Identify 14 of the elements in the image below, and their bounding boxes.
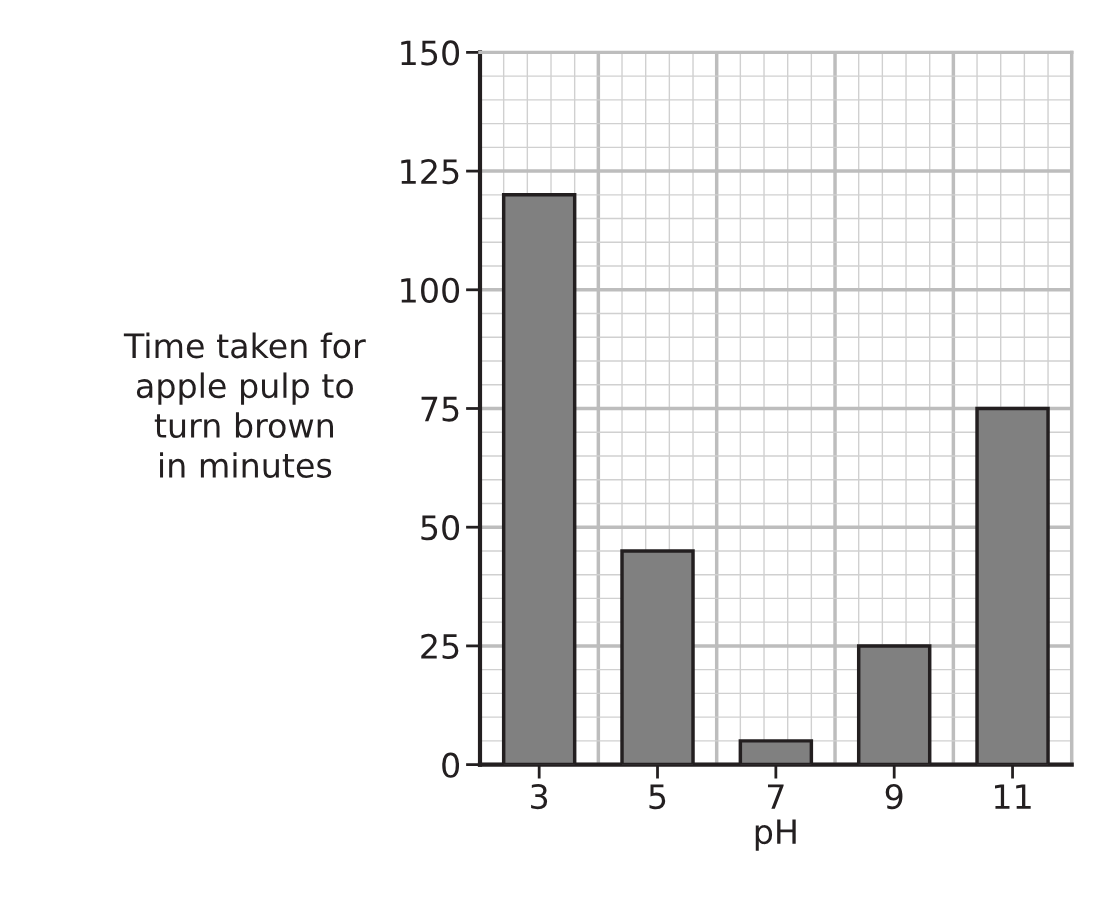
y-tick-label: 75 bbox=[421, 396, 459, 422]
y-tick-label: 50 bbox=[421, 515, 460, 541]
x-tick-label: 3 bbox=[531, 783, 548, 810]
x-tick-label: 5 bbox=[649, 784, 666, 810]
y-axis-title: Time taken for apple pulp to turn brown in minutes bbox=[123, 332, 366, 478]
x-tick-label: 7 bbox=[767, 784, 784, 809]
x-axis-title: pH bbox=[755, 819, 796, 851]
x-tick-label: 9 bbox=[885, 783, 903, 810]
y-tick-label: 0 bbox=[442, 752, 460, 778]
y-tick-label: 125 bbox=[401, 159, 459, 185]
y-tick-label: 150 bbox=[401, 40, 460, 66]
x-tick-label: 11 bbox=[995, 784, 1031, 809]
y-tick-label: 100 bbox=[401, 277, 460, 303]
y-tick-label: 25 bbox=[421, 633, 459, 660]
